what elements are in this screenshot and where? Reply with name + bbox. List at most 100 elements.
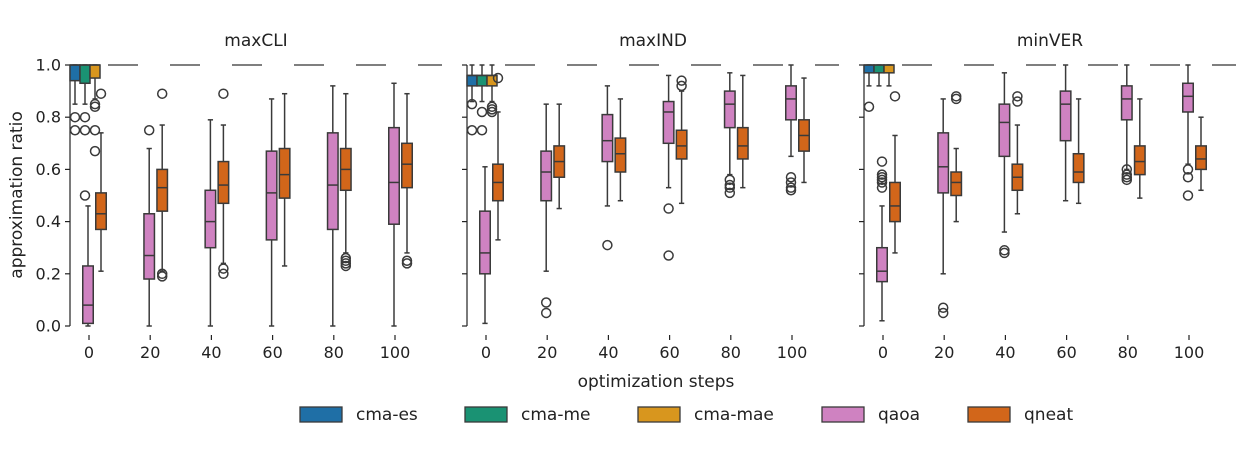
box-qneat-step-0-box [889, 181, 901, 223]
y-tick-label: 0.8 [36, 108, 61, 127]
x-tick-label: 100 [777, 343, 808, 362]
box-qaoa-step-100 [785, 64, 797, 196]
box-qneat-step-20-flier [950, 93, 962, 105]
x-tick-label: 0 [481, 343, 491, 362]
box-qaoa-step-60 [265, 98, 278, 327]
box-cma-mae-flier [89, 125, 101, 136]
x-tick-label: 80 [324, 343, 344, 362]
box-cma-mae-box [883, 64, 895, 74]
box-qaoa-step-0-box [876, 246, 888, 283]
legend-item-cma-me: cma-me [464, 405, 590, 425]
box-qaoa-step-80-flier [724, 174, 736, 186]
box-cma-es [466, 64, 478, 136]
box-qaoa-step-80 [723, 72, 736, 199]
box-qaoa-step-80-box [1120, 85, 1133, 121]
box-cma-me-box [79, 64, 91, 85]
x-tick-label: 100 [1174, 343, 1205, 362]
box-qneat-step-60-box [675, 129, 688, 160]
legend-label: cma-es [356, 405, 418, 425]
box-qneat-step-0-flier [889, 91, 901, 102]
box-qneat-step-60-flier [676, 80, 687, 92]
box-qneat-step-80 [736, 74, 749, 189]
legend-item-qneat: qneat [967, 405, 1073, 425]
legend-label: cma-me [521, 405, 590, 425]
x-tick-label: 0 [878, 343, 888, 362]
box-qneat-step-20 [950, 91, 963, 223]
box-cma-es-box [863, 64, 875, 74]
box-qneat-step-0-flier [95, 88, 107, 99]
box-qaoa-step-20-box [937, 132, 950, 194]
box-qneat-step-40 [1011, 91, 1024, 215]
x-tick-label: 40 [598, 343, 618, 362]
box-qaoa-step-60-flier [663, 203, 674, 214]
box-cma-mae-box [486, 74, 498, 87]
box-qaoa-step-20-flier [937, 307, 949, 319]
box-qaoa-step-80-flier [724, 187, 736, 199]
box-qaoa-step-100-flier [785, 185, 797, 196]
box-cma-me [79, 64, 91, 201]
box-qaoa-step-20-box [143, 213, 156, 280]
box-cma-es-flier [69, 111, 81, 123]
box-qneat-step-100-flier [401, 258, 413, 269]
box-qneat-step-40-flier [218, 263, 229, 274]
x-tick-label: 20 [140, 343, 160, 362]
box-qneat-step-60-flier [676, 75, 687, 86]
x-tick-label: 20 [934, 343, 954, 362]
box-qaoa-step-20-flier [937, 302, 949, 313]
box-qneat-step-0-flier [492, 72, 504, 84]
x-tick-label: 20 [537, 343, 557, 362]
box-qneat-step-20 [553, 103, 566, 210]
x-tick-label: 0 [84, 343, 94, 362]
legend-swatch [464, 406, 508, 423]
box-qaoa-step-40-flier [602, 239, 613, 251]
box-qaoa-step-100-flier [1182, 171, 1194, 183]
box-cma-me-flier [79, 125, 91, 136]
legend-swatch [299, 406, 343, 423]
legend-item-cma-mae: cma-mae [637, 405, 774, 425]
box-cma-es-box [466, 74, 478, 87]
box-qaoa-step-80-flier [724, 182, 736, 193]
box-qaoa-step-0-flier [876, 156, 888, 167]
legend-label: qneat [1024, 405, 1073, 425]
box-qaoa-step-60-flier [663, 250, 674, 261]
box-qneat-step-0 [492, 72, 504, 241]
box-qaoa-step-60-box [1059, 90, 1072, 142]
box-qaoa-step-0-flier [876, 182, 888, 193]
box-cma-me [476, 64, 488, 136]
x-tick-label: 60 [1056, 343, 1076, 362]
box-qneat-step-80-box [1133, 145, 1146, 176]
box-qaoa-step-40-box [601, 113, 614, 163]
legend: cma-es cma-me cma-mae qaoa qneat [299, 405, 1073, 425]
y-tick-label: 0.6 [36, 160, 61, 179]
x-tick-label: 60 [659, 343, 679, 362]
y-tick-label: 0.2 [36, 264, 61, 283]
legend-swatch [967, 406, 1011, 423]
box-qneat-step-80 [339, 92, 352, 272]
box-cma-me-flier [79, 111, 91, 123]
box-qaoa-step-20-flier [540, 307, 552, 319]
x-tick-label: 100 [380, 343, 411, 362]
box-qaoa-step-40 [601, 85, 614, 251]
legend-swatch [821, 406, 865, 423]
box-qaoa-step-20 [143, 125, 156, 327]
box-qaoa-step-20-box [540, 150, 553, 202]
box-qaoa-step-40-box [998, 103, 1011, 158]
box-qaoa-step-40-flier [999, 247, 1010, 259]
box-cma-me-box [873, 64, 885, 74]
box-qaoa-step-60 [662, 74, 675, 261]
box-cma-me-flier [476, 106, 488, 118]
box-qaoa-step-40-box [204, 189, 217, 249]
box-qaoa-step-80-box [723, 90, 736, 129]
box-qneat-step-80 [1133, 98, 1146, 199]
box-qaoa-step-20 [540, 103, 553, 319]
box-qneat-step-0-box [95, 192, 107, 231]
box-cma-me-flier [79, 190, 91, 201]
y-tick-label: 0.4 [36, 212, 61, 231]
box-qaoa-step-0-box [479, 210, 491, 275]
box-qneat-step-80-box [736, 126, 749, 160]
box-qneat-step-100-box [401, 142, 413, 189]
box-qaoa-step-40 [204, 119, 217, 327]
box-qaoa-step-0-box [82, 265, 94, 325]
box-qaoa-step-0 [876, 156, 888, 322]
